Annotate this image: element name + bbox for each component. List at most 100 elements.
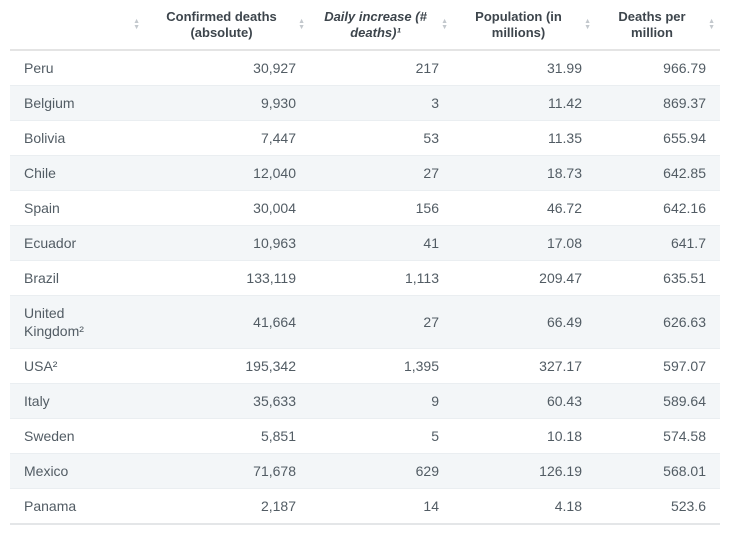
sort-down-arrow-icon: ▼ xyxy=(584,23,591,31)
daily-cell: 14 xyxy=(310,488,453,525)
confirmed-cell: 195,342 xyxy=(145,348,310,384)
per-million-cell: 642.85 xyxy=(596,155,720,191)
table-row: Chile 12,040 27 18.73 642.85 xyxy=(10,155,720,191)
population-cell: 327.17 xyxy=(453,348,596,384)
country-cell: USA² xyxy=(10,348,145,384)
population-cell: 209.47 xyxy=(453,260,596,296)
column-header-label: Deaths per million xyxy=(618,8,686,40)
confirmed-cell: 7,447 xyxy=(145,120,310,156)
per-million-cell: 641.7 xyxy=(596,225,720,261)
sort-down-arrow-icon: ▼ xyxy=(708,23,715,31)
table-row: Panama 2,187 14 4.18 523.6 xyxy=(10,488,720,525)
column-header-daily-increase[interactable]: Daily increase (# deaths)¹ ▲ ▼ xyxy=(310,0,453,51)
population-cell: 60.43 xyxy=(453,383,596,419)
daily-cell: 629 xyxy=(310,453,453,489)
table-header: ▲ ▼ Confirmed deaths (absolute) ▲ ▼ Dail… xyxy=(10,0,720,51)
per-million-cell: 589.64 xyxy=(596,383,720,419)
confirmed-cell: 41,664 xyxy=(145,295,310,349)
population-cell: 31.99 xyxy=(453,50,596,86)
column-header-population[interactable]: Population (in millions) ▲ ▼ xyxy=(453,0,596,51)
table-row: Bolivia 7,447 53 11.35 655.94 xyxy=(10,120,720,156)
table-row: Brazil 133,119 1,113 209.47 635.51 xyxy=(10,260,720,296)
per-million-cell: 655.94 xyxy=(596,120,720,156)
country-cell: Sweden xyxy=(10,418,145,454)
per-million-cell: 568.01 xyxy=(596,453,720,489)
table-row: Peru 30,927 217 31.99 966.79 xyxy=(10,50,720,86)
sort-down-arrow-icon: ▼ xyxy=(441,23,448,31)
per-million-cell: 574.58 xyxy=(596,418,720,454)
sort-icon: ▲ ▼ xyxy=(584,17,591,31)
country-cell: Bolivia xyxy=(10,120,145,156)
column-header-label: Confirmed deaths (absolute) xyxy=(166,8,277,40)
daily-cell: 41 xyxy=(310,225,453,261)
sort-up-arrow-icon: ▲ xyxy=(441,17,448,25)
daily-cell: 27 xyxy=(310,295,453,349)
population-cell: 4.18 xyxy=(453,488,596,525)
confirmed-cell: 12,040 xyxy=(145,155,310,191)
confirmed-cell: 71,678 xyxy=(145,453,310,489)
table-row: Ecuador 10,963 41 17.08 641.7 xyxy=(10,225,720,261)
table-row: Belgium 9,930 3 11.42 869.37 xyxy=(10,85,720,121)
confirmed-cell: 5,851 xyxy=(145,418,310,454)
table-body: Peru 30,927 217 31.99 966.79 Belgium 9,930 3 11.… xyxy=(10,50,720,525)
population-cell: 10.18 xyxy=(453,418,596,454)
column-header-confirmed-deaths[interactable]: Confirmed deaths (absolute) ▲ ▼ xyxy=(145,0,310,51)
population-cell: 11.42 xyxy=(453,85,596,121)
confirmed-cell: 35,633 xyxy=(145,383,310,419)
population-cell: 11.35 xyxy=(453,120,596,156)
country-cell: United Kingdom² xyxy=(10,295,145,349)
country-cell: Peru xyxy=(10,50,145,86)
country-cell: Ecuador xyxy=(10,225,145,261)
country-cell: Spain xyxy=(10,190,145,226)
per-million-cell: 642.16 xyxy=(596,190,720,226)
daily-cell: 27 xyxy=(310,155,453,191)
country-cell: Panama xyxy=(10,488,145,525)
country-cell: Belgium xyxy=(10,85,145,121)
country-cell: Italy xyxy=(10,383,145,419)
per-million-cell: 869.37 xyxy=(596,85,720,121)
per-million-cell: 966.79 xyxy=(596,50,720,86)
confirmed-cell: 9,930 xyxy=(145,85,310,121)
confirmed-cell: 10,963 xyxy=(145,225,310,261)
per-million-cell: 635.51 xyxy=(596,260,720,296)
sort-icon: ▲ ▼ xyxy=(441,17,448,31)
table-row: Mexico 71,678 629 126.19 568.01 xyxy=(10,453,720,489)
daily-cell: 5 xyxy=(310,418,453,454)
daily-cell: 217 xyxy=(310,50,453,86)
sort-icon: ▲ ▼ xyxy=(708,18,715,31)
confirmed-cell: 2,187 xyxy=(145,488,310,525)
population-cell: 17.08 xyxy=(453,225,596,261)
daily-cell: 156 xyxy=(310,190,453,226)
sort-down-arrow-icon: ▼ xyxy=(298,23,305,31)
table-row: United Kingdom² 41,664 27 66.49 626.63 xyxy=(10,295,720,349)
country-cell: Chile xyxy=(10,155,145,191)
column-header-deaths-per-million[interactable]: Deaths per million ▲ ▼ xyxy=(596,0,720,51)
confirmed-cell: 30,004 xyxy=(145,190,310,226)
column-header-label: Daily increase (# deaths)¹ xyxy=(324,8,427,40)
column-header-country[interactable]: ▲ ▼ xyxy=(10,0,145,51)
population-cell: 66.49 xyxy=(453,295,596,349)
sort-icon: ▲ ▼ xyxy=(298,17,305,31)
confirmed-cell: 133,119 xyxy=(145,260,310,296)
sort-up-arrow-icon: ▲ xyxy=(298,17,305,25)
population-cell: 126.19 xyxy=(453,453,596,489)
sort-up-arrow-icon: ▲ xyxy=(584,17,591,25)
per-million-cell: 597.07 xyxy=(596,348,720,384)
population-cell: 18.73 xyxy=(453,155,596,191)
population-cell: 46.72 xyxy=(453,190,596,226)
column-header-label: Population (in millions) xyxy=(475,8,562,40)
table-row: Sweden 5,851 5 10.18 574.58 xyxy=(10,418,720,454)
daily-cell: 1,113 xyxy=(310,260,453,296)
confirmed-cell: 30,927 xyxy=(145,50,310,86)
per-million-cell: 523.6 xyxy=(596,488,720,525)
per-million-cell: 626.63 xyxy=(596,295,720,349)
sort-down-arrow-icon: ▼ xyxy=(133,23,140,31)
table-row: USA² 195,342 1,395 327.17 597.07 xyxy=(10,348,720,384)
table-row: Italy 35,633 9 60.43 589.64 xyxy=(10,383,720,419)
daily-cell: 9 xyxy=(310,383,453,419)
sort-icon: ▲ ▼ xyxy=(133,17,140,31)
sort-up-arrow-icon: ▲ xyxy=(133,17,140,25)
daily-cell: 1,395 xyxy=(310,348,453,384)
country-cell: Brazil xyxy=(10,260,145,296)
